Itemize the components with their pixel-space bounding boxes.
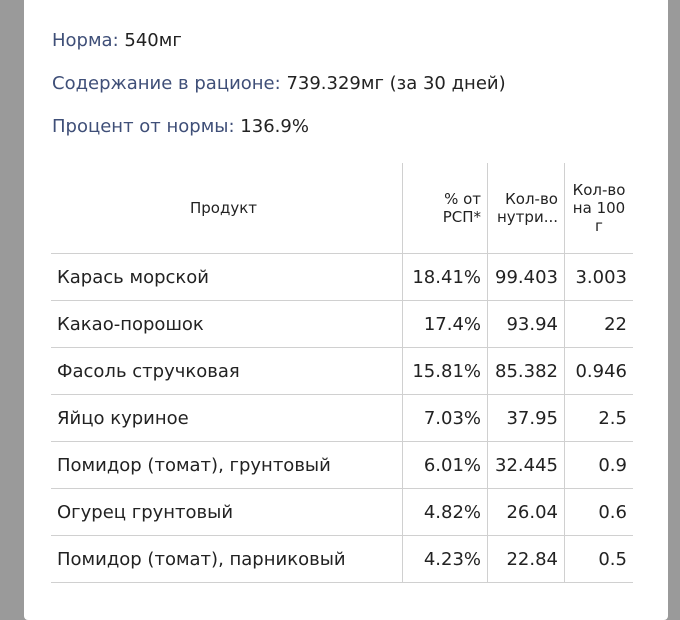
product-name: Фасоль стручковая: [51, 347, 403, 395]
table-row[interactable]: Помидор (томат), грунтовый 6.01% 32.445 …: [51, 441, 633, 489]
content-stat: Содержание в рационе: 739.329мг (за 30 д…: [52, 73, 506, 94]
percent-stat: Процент от нормы: 136.9%: [52, 116, 309, 137]
nutrient-amount: 22.84: [487, 535, 565, 583]
table-body: Карась морской 18.41% 99.403 3.003 Какао…: [51, 253, 633, 583]
amount-per-100g: 0.6: [564, 488, 633, 536]
amount-per-100g: 0.5: [564, 535, 633, 583]
column-header-percent-rsp[interactable]: % от РСП*: [402, 163, 488, 254]
product-name: Какао-порошок: [51, 300, 403, 348]
nutrient-amount: 93.94: [487, 300, 565, 348]
amount-per-100g: 2.5: [564, 394, 633, 442]
percent-rsp: 4.82%: [402, 488, 488, 536]
norm-label: Норма:: [52, 30, 119, 51]
nutrient-amount: 85.382: [487, 347, 565, 395]
percent-rsp: 18.41%: [402, 253, 488, 301]
product-name: Огурец грунтовый: [51, 488, 403, 536]
table-header-row: Продукт % от РСП* Кол-во нутри... Кол-во…: [51, 163, 633, 254]
amount-per-100g: 0.946: [564, 347, 633, 395]
column-header-product[interactable]: Продукт: [51, 163, 403, 254]
percent-rsp: 6.01%: [402, 441, 488, 489]
percent-value: 136.9%: [240, 116, 309, 137]
nutrient-details-card: Норма: 540мг Содержание в рационе: 739.3…: [24, 0, 668, 620]
percent-rsp: 7.03%: [402, 394, 488, 442]
percent-rsp: 15.81%: [402, 347, 488, 395]
nutrient-amount: 32.445: [487, 441, 565, 489]
table-row[interactable]: Огурец грунтовый 4.82% 26.04 0.6: [51, 488, 633, 536]
product-name: Карась морской: [51, 253, 403, 301]
nutrient-amount: 37.95: [487, 394, 565, 442]
nutrient-amount: 99.403: [487, 253, 565, 301]
content-label: Содержание в рационе:: [52, 73, 281, 94]
table-row[interactable]: Помидор (томат), парниковый 4.23% 22.84 …: [51, 535, 633, 583]
amount-per-100g: 22: [564, 300, 633, 348]
table-row[interactable]: Яйцо куриное 7.03% 37.95 2.5: [51, 394, 633, 442]
table-row[interactable]: Карась морской 18.41% 99.403 3.003: [51, 253, 633, 301]
column-header-per-100g[interactable]: Кол-во на 100 г: [564, 163, 633, 254]
table-row[interactable]: Фасоль стручковая 15.81% 85.382 0.946: [51, 347, 633, 395]
table-row[interactable]: Какао-порошок 17.4% 93.94 22: [51, 300, 633, 348]
percent-rsp: 4.23%: [402, 535, 488, 583]
nutrient-amount: 26.04: [487, 488, 565, 536]
norm-value: 540мг: [124, 30, 182, 51]
products-table: Продукт % от РСП* Кол-во нутри... Кол-во…: [51, 163, 633, 583]
percent-rsp: 17.4%: [402, 300, 488, 348]
column-header-nutrient-amount[interactable]: Кол-во нутри...: [487, 163, 565, 254]
product-name: Яйцо куриное: [51, 394, 403, 442]
content-value: 739.329мг (за 30 дней): [286, 73, 506, 94]
percent-label: Процент от нормы:: [52, 116, 235, 137]
norm-stat: Норма: 540мг: [52, 30, 182, 51]
product-name: Помидор (томат), грунтовый: [51, 441, 403, 489]
amount-per-100g: 3.003: [564, 253, 633, 301]
amount-per-100g: 0.9: [564, 441, 633, 489]
product-name: Помидор (томат), парниковый: [51, 535, 403, 583]
